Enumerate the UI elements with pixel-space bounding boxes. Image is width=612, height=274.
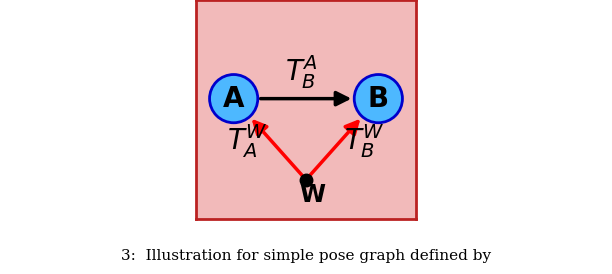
- Text: 3:  Illustration for simple pose graph defined by: 3: Illustration for simple pose graph de…: [121, 249, 491, 263]
- Circle shape: [209, 75, 258, 123]
- Text: $T_A^W$: $T_A^W$: [228, 122, 268, 160]
- Text: A: A: [223, 85, 244, 113]
- Circle shape: [354, 75, 403, 123]
- Text: $T_B^A$: $T_B^A$: [285, 53, 318, 91]
- Text: B: B: [368, 85, 389, 113]
- Text: W: W: [300, 183, 326, 207]
- Text: $T_B^W$: $T_B^W$: [344, 122, 384, 160]
